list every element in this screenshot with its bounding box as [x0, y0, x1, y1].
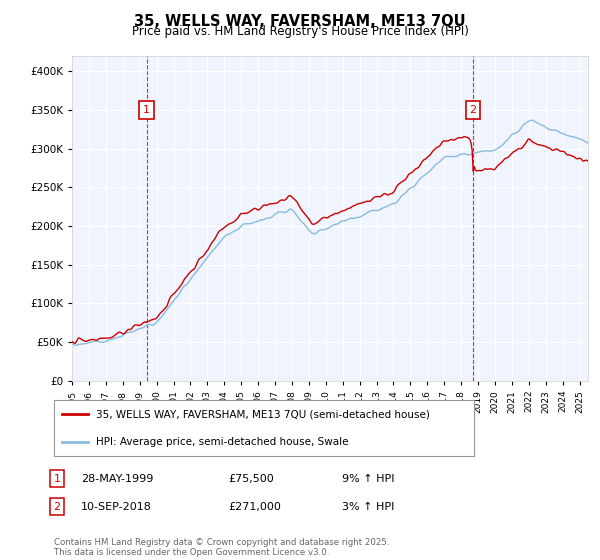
- Text: £75,500: £75,500: [228, 474, 274, 484]
- Text: 9% ↑ HPI: 9% ↑ HPI: [342, 474, 395, 484]
- Text: 35, WELLS WAY, FAVERSHAM, ME13 7QU: 35, WELLS WAY, FAVERSHAM, ME13 7QU: [134, 14, 466, 29]
- Text: HPI: Average price, semi-detached house, Swale: HPI: Average price, semi-detached house,…: [96, 437, 349, 447]
- Text: 35, WELLS WAY, FAVERSHAM, ME13 7QU (semi-detached house): 35, WELLS WAY, FAVERSHAM, ME13 7QU (semi…: [96, 409, 430, 419]
- Text: 3% ↑ HPI: 3% ↑ HPI: [342, 502, 394, 512]
- Text: Price paid vs. HM Land Registry's House Price Index (HPI): Price paid vs. HM Land Registry's House …: [131, 25, 469, 38]
- Text: £271,000: £271,000: [228, 502, 281, 512]
- Text: 2: 2: [53, 502, 61, 512]
- Text: 10-SEP-2018: 10-SEP-2018: [81, 502, 152, 512]
- Text: 28-MAY-1999: 28-MAY-1999: [81, 474, 154, 484]
- Text: 1: 1: [53, 474, 61, 484]
- Text: 1: 1: [143, 105, 150, 115]
- Text: 2: 2: [469, 105, 476, 115]
- Text: Contains HM Land Registry data © Crown copyright and database right 2025.
This d: Contains HM Land Registry data © Crown c…: [54, 538, 389, 557]
